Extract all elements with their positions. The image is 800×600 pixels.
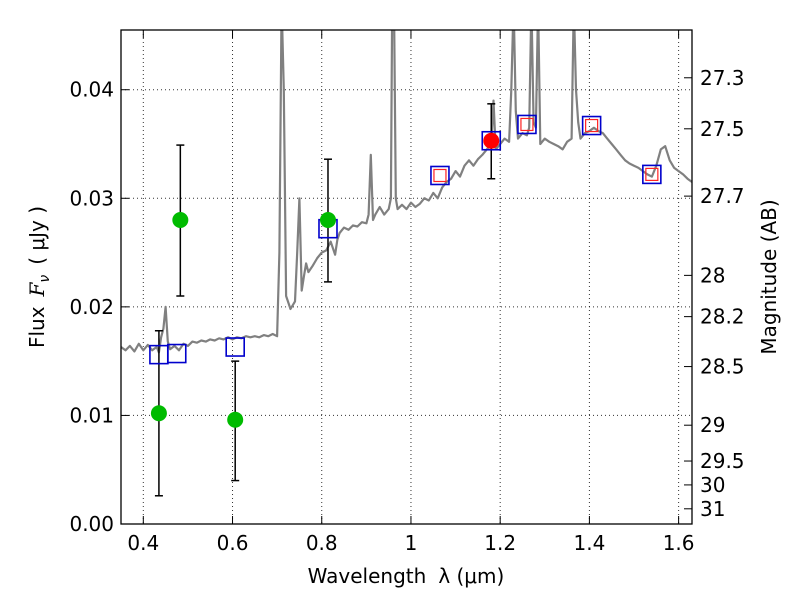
y-tick-label: 0.01: [69, 403, 114, 427]
y2-tick-label: 27.5: [700, 117, 745, 141]
y2-tick-label: 29.5: [700, 449, 745, 473]
model-photometry-box: [166, 343, 187, 364]
x-axis-label: Wavelength λ (μm): [308, 564, 505, 588]
y2-tick-label: 28: [700, 263, 725, 287]
y2-tick-label: 27.7: [700, 184, 745, 208]
x-tick-label: 0.6: [217, 531, 249, 555]
x-tick-label: 1: [405, 531, 418, 555]
x-axis-ticks: 0.4 0.6 0.8 1 1.2 1.4 1.6: [127, 30, 695, 555]
x-tick-label: 0.8: [306, 531, 338, 555]
model-photometry-box: [481, 130, 502, 151]
model-photometry-box: [517, 114, 537, 135]
model-photometry-box: [642, 164, 662, 185]
y-tick-label: 0.00: [69, 512, 114, 536]
model-photometry-inner-box: [520, 117, 534, 132]
observed-point-highlight: [483, 132, 500, 149]
model-photometry-layer: [149, 114, 662, 365]
model-spectrum-layer: [121, 30, 692, 354]
plot-frame: [120, 29, 693, 525]
model-photometry-inner-box: [433, 168, 447, 183]
observed-point: [172, 212, 189, 228]
y-axis-label: FluxFν( μJy ): [25, 206, 53, 348]
y2-tick-label: 31: [700, 497, 725, 521]
y2-tick-label: 27.3: [700, 66, 745, 90]
x-tick-label: 1.2: [484, 531, 516, 555]
observed-point: [150, 405, 167, 422]
x-tick-label: 0.4: [127, 531, 159, 555]
y2-axis-label: Magnitude (AB): [757, 199, 781, 354]
model-photometry-inner-box: [645, 167, 659, 181]
errorbar-layer: [154, 103, 496, 497]
observed-point: [227, 411, 244, 428]
grid-lines: [121, 30, 692, 525]
y-axis-ticks: 0.00 0.01 0.02 0.03 0.04: [69, 78, 129, 536]
model-photometry-box: [581, 115, 602, 136]
x-tick-label: 1.4: [573, 531, 605, 555]
x-tick-label: 1.6: [663, 531, 695, 555]
model-photometry-box: [430, 165, 450, 186]
model-spectrum-line: [121, 30, 692, 354]
y-tick-label: 0.03: [69, 186, 114, 210]
y2-tick-label: 30: [700, 473, 725, 497]
model-photometry-inner-box: [585, 118, 599, 133]
y-tick-label: 0.02: [69, 295, 114, 319]
model-photometry-box: [225, 337, 245, 357]
y2-tick-label: 29: [700, 413, 725, 437]
y2-tick-label: 28.2: [700, 305, 745, 329]
y-tick-label: 0.04: [69, 78, 114, 102]
observed-point: [319, 212, 336, 228]
observed-points-layer: [150, 132, 500, 428]
y2-tick-label: 28.5: [700, 355, 745, 379]
